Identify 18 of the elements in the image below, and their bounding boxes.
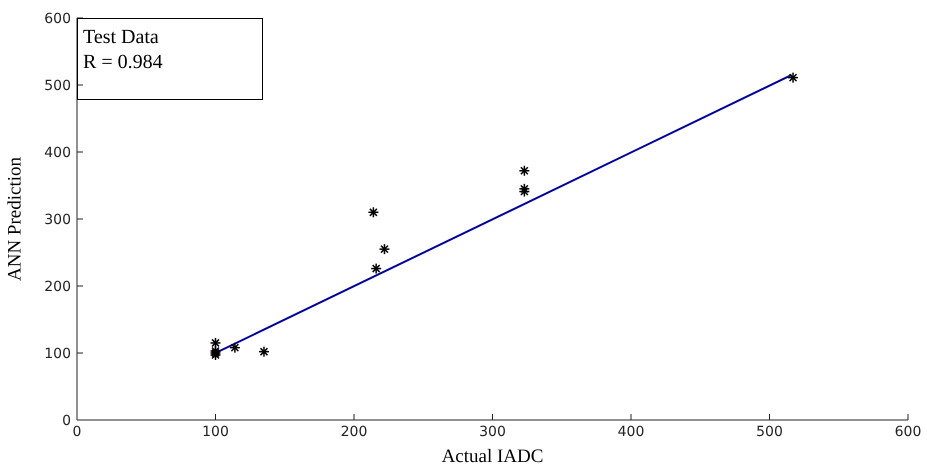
annotation: R = 0.984	[83, 50, 164, 75]
x-axis-title: Actual IADC	[442, 446, 544, 467]
y-tick-label: 0	[62, 412, 71, 429]
x-tick-label: 400	[618, 424, 644, 440]
x-tick-label: 0	[72, 424, 82, 440]
y-tick-label: 600	[44, 10, 71, 27]
y-tick-label: 500	[44, 78, 71, 94]
y-tick-label: 100	[44, 346, 71, 362]
x-tick-label: 300	[479, 424, 506, 440]
annotation: Test Data	[83, 25, 160, 50]
x-tick-label: 500	[756, 424, 783, 440]
y-axis-title: ANN Prediction	[4, 156, 26, 282]
x-tick-label: 200	[340, 424, 368, 440]
x-tick-label: 100	[202, 424, 229, 440]
y-tick-label: 400	[44, 144, 71, 161]
x-tick-label: 600	[894, 424, 922, 440]
y-tick-label: 200	[44, 278, 71, 295]
y-tick-label: 300	[44, 212, 71, 228]
